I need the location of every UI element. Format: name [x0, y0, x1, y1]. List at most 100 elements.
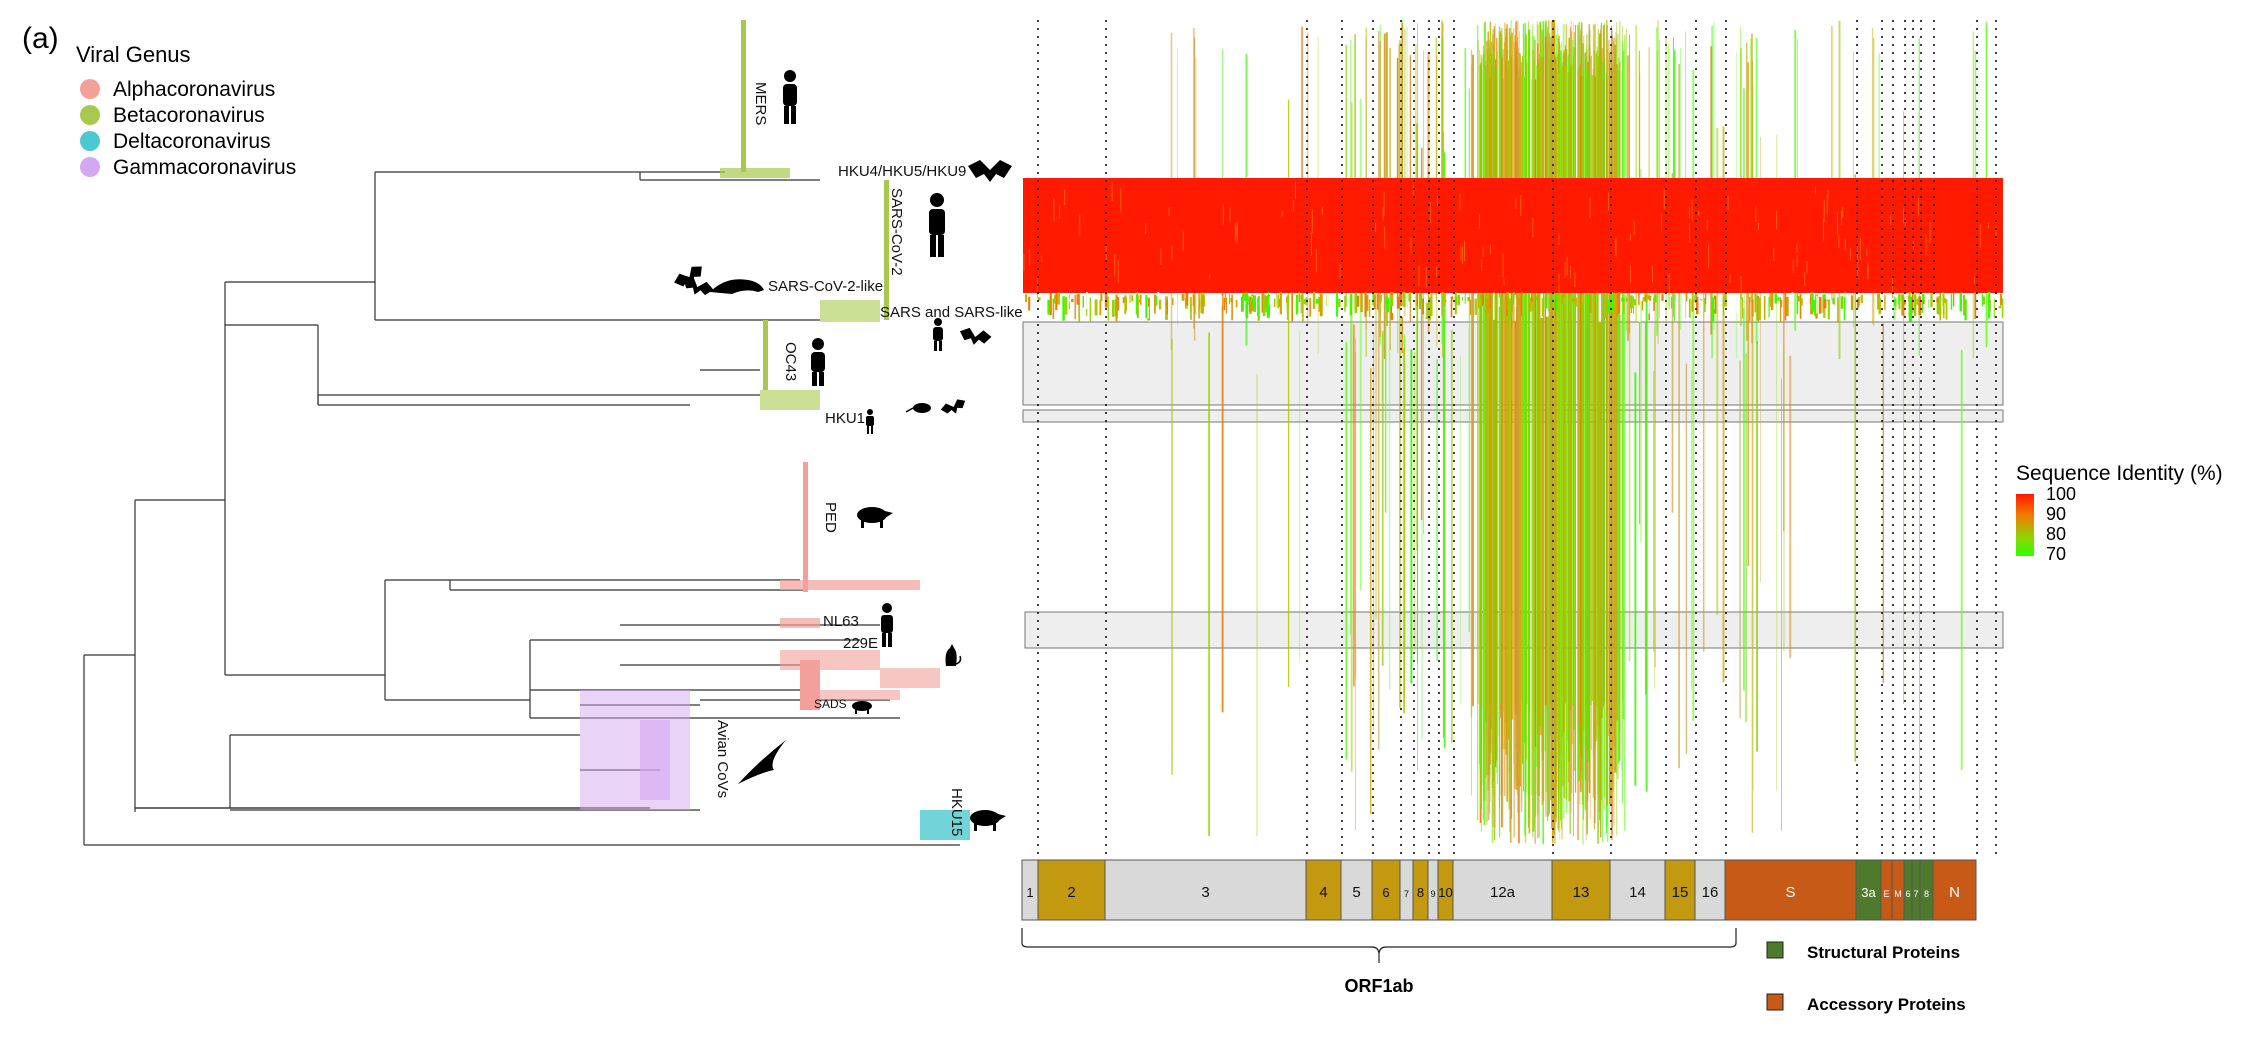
- sarslike-label: SARS and SARS-like: [880, 304, 1023, 321]
- bat-icon: [683, 277, 714, 296]
- host-icons: [674, 70, 1012, 831]
- genome-segment-label: 8: [1417, 885, 1424, 900]
- genome-segment-6: [1371, 859, 1401, 921]
- genome-segment-label: 13: [1573, 884, 1590, 901]
- gene-boundary-lines: [1037, 20, 1997, 855]
- pig-icon: [970, 810, 1006, 831]
- genome-segment-label: 7: [1404, 889, 1409, 899]
- pig-icon: [857, 507, 893, 528]
- genome-segment-label: 14: [1629, 884, 1646, 901]
- genome-segment-label: 8: [1924, 889, 1929, 899]
- nl63-label: NL63: [823, 613, 859, 630]
- cat-icon: [945, 644, 962, 666]
- sarscov2-block: [1023, 178, 2003, 293]
- genome-segment-label: 4: [1319, 884, 1327, 901]
- gamma-swatch: [80, 157, 100, 177]
- identity-heatmap: [1022, 20, 2004, 855]
- genome-segment-label: 9: [1430, 889, 1435, 899]
- genome-segment-label: 6: [1382, 885, 1389, 900]
- e229-label: 229E: [843, 635, 878, 652]
- protein-legend: Structural Proteins Accessory Proteins: [1766, 941, 1966, 1014]
- genome-segment-label: N: [1949, 884, 1960, 901]
- genus-legend-title: Viral Genus: [76, 42, 191, 67]
- human-icon: [929, 193, 945, 257]
- genome-segment-N: [1932, 859, 1977, 921]
- sarscov2-label: SARS-CoV-2: [888, 188, 905, 276]
- genome-segment-14: [1609, 859, 1666, 921]
- alpha-swatch: [80, 79, 100, 99]
- identity-tick-100: 100: [2046, 484, 2076, 504]
- identity-legend-title: Sequence Identity (%): [2016, 462, 2223, 485]
- alpha-legend-label: Alphacoronavirus: [113, 78, 275, 101]
- mers-label: MERS: [752, 82, 769, 125]
- genome-segment-label: 12a: [1490, 884, 1516, 901]
- genus-legend: Viral Genus Alphacoronavirus Betacoronav…: [76, 42, 296, 179]
- human-icon: [933, 318, 943, 351]
- gamma-legend-label: Gammacoronavirus: [113, 156, 296, 179]
- clade-tips: [580, 20, 970, 840]
- bat-icon: [674, 266, 702, 287]
- human-icon: [783, 70, 797, 124]
- genome-segment-label: 6: [1905, 889, 1910, 899]
- genome-segment-15: [1664, 859, 1696, 921]
- genome-segment-label: 15: [1672, 884, 1689, 901]
- hku1-label: HKU1: [825, 410, 865, 427]
- orf1ab-label: ORF1ab: [1344, 976, 1413, 996]
- genome-segment-2: [1037, 859, 1106, 921]
- genome-segment-12a: [1452, 859, 1553, 921]
- genome-segment-label: 3a: [1861, 885, 1876, 900]
- identity-lines: [1170, 20, 1988, 845]
- oc43-label: OC43: [782, 342, 799, 381]
- sarscov2like-label: SARS-CoV-2-like: [768, 278, 883, 295]
- human-icon: [881, 603, 893, 647]
- clade-labels: MERS HKU4/HKU5/HKU9 SARS-CoV-2 SARS-CoV-…: [714, 82, 1023, 836]
- genome-segment-3: [1104, 859, 1307, 921]
- human-icon: [866, 409, 874, 434]
- highlight-box-hku1: [1022, 409, 2004, 423]
- human-icon: [811, 338, 825, 386]
- accessory-swatch: [1766, 993, 1784, 1011]
- structural-legend-label: Structural Proteins: [1807, 943, 1960, 962]
- delta-legend-label: Deltacoronavirus: [113, 130, 271, 153]
- genome-segment-label: 7: [1913, 889, 1918, 899]
- genome-segment-16: [1694, 859, 1726, 921]
- genome-segment-label: S: [1785, 884, 1795, 901]
- identity-legend: Sequence Identity (%) 100 90 80 70: [2016, 462, 2223, 564]
- genome-segment-label: E: [1883, 889, 1889, 899]
- genome-segment-label: 16: [1702, 884, 1719, 901]
- genome-segment-label: 10: [1438, 885, 1452, 900]
- phylogenetic-tree: [83, 171, 960, 846]
- sads-label: SADS: [814, 697, 847, 711]
- pangolin-icon: [710, 279, 764, 294]
- avian-label: Avian CoVs: [714, 720, 731, 798]
- pig-icon: [852, 701, 872, 714]
- genome-segment-label: 3: [1201, 884, 1209, 901]
- genome-segment-S: [1724, 859, 1857, 921]
- bat-icon: [940, 399, 966, 414]
- delta-swatch: [80, 131, 100, 151]
- bat-icon: [959, 327, 992, 345]
- genome-segment-label: M: [1894, 889, 1902, 899]
- genome-segment-label: 2: [1067, 884, 1075, 901]
- identity-tick-90: 90: [2046, 504, 2066, 524]
- hku15-label: HKU15: [948, 788, 965, 836]
- beta-swatch: [80, 105, 100, 125]
- bird-icon: [738, 740, 786, 784]
- panel-label: (a): [22, 22, 59, 55]
- orf1ab-brace: [1021, 928, 1737, 963]
- genome-map: 1 2 3 4 5 6 7 8 9 10 12a 13 14 15 16 S 3a E M 6 7 8 N: [1021, 859, 1977, 921]
- identity-tick-80: 80: [2046, 524, 2066, 544]
- genome-segment-5: [1340, 859, 1373, 921]
- genome-segment-label: 1: [1026, 885, 1033, 900]
- identity-tick-70: 70: [2046, 544, 2066, 564]
- identity-color-bar: [2016, 494, 2034, 556]
- rat-icon: [905, 403, 931, 413]
- bat-icon: [968, 160, 1012, 182]
- ped-label: PED: [822, 502, 839, 533]
- hku4-label: HKU4/HKU5/HKU9: [838, 163, 966, 180]
- accessory-legend-label: Accessory Proteins: [1807, 995, 1966, 1014]
- beta-legend-label: Betacoronavirus: [113, 104, 265, 127]
- genome-segment-label: 5: [1352, 884, 1360, 901]
- structural-swatch: [1766, 941, 1784, 959]
